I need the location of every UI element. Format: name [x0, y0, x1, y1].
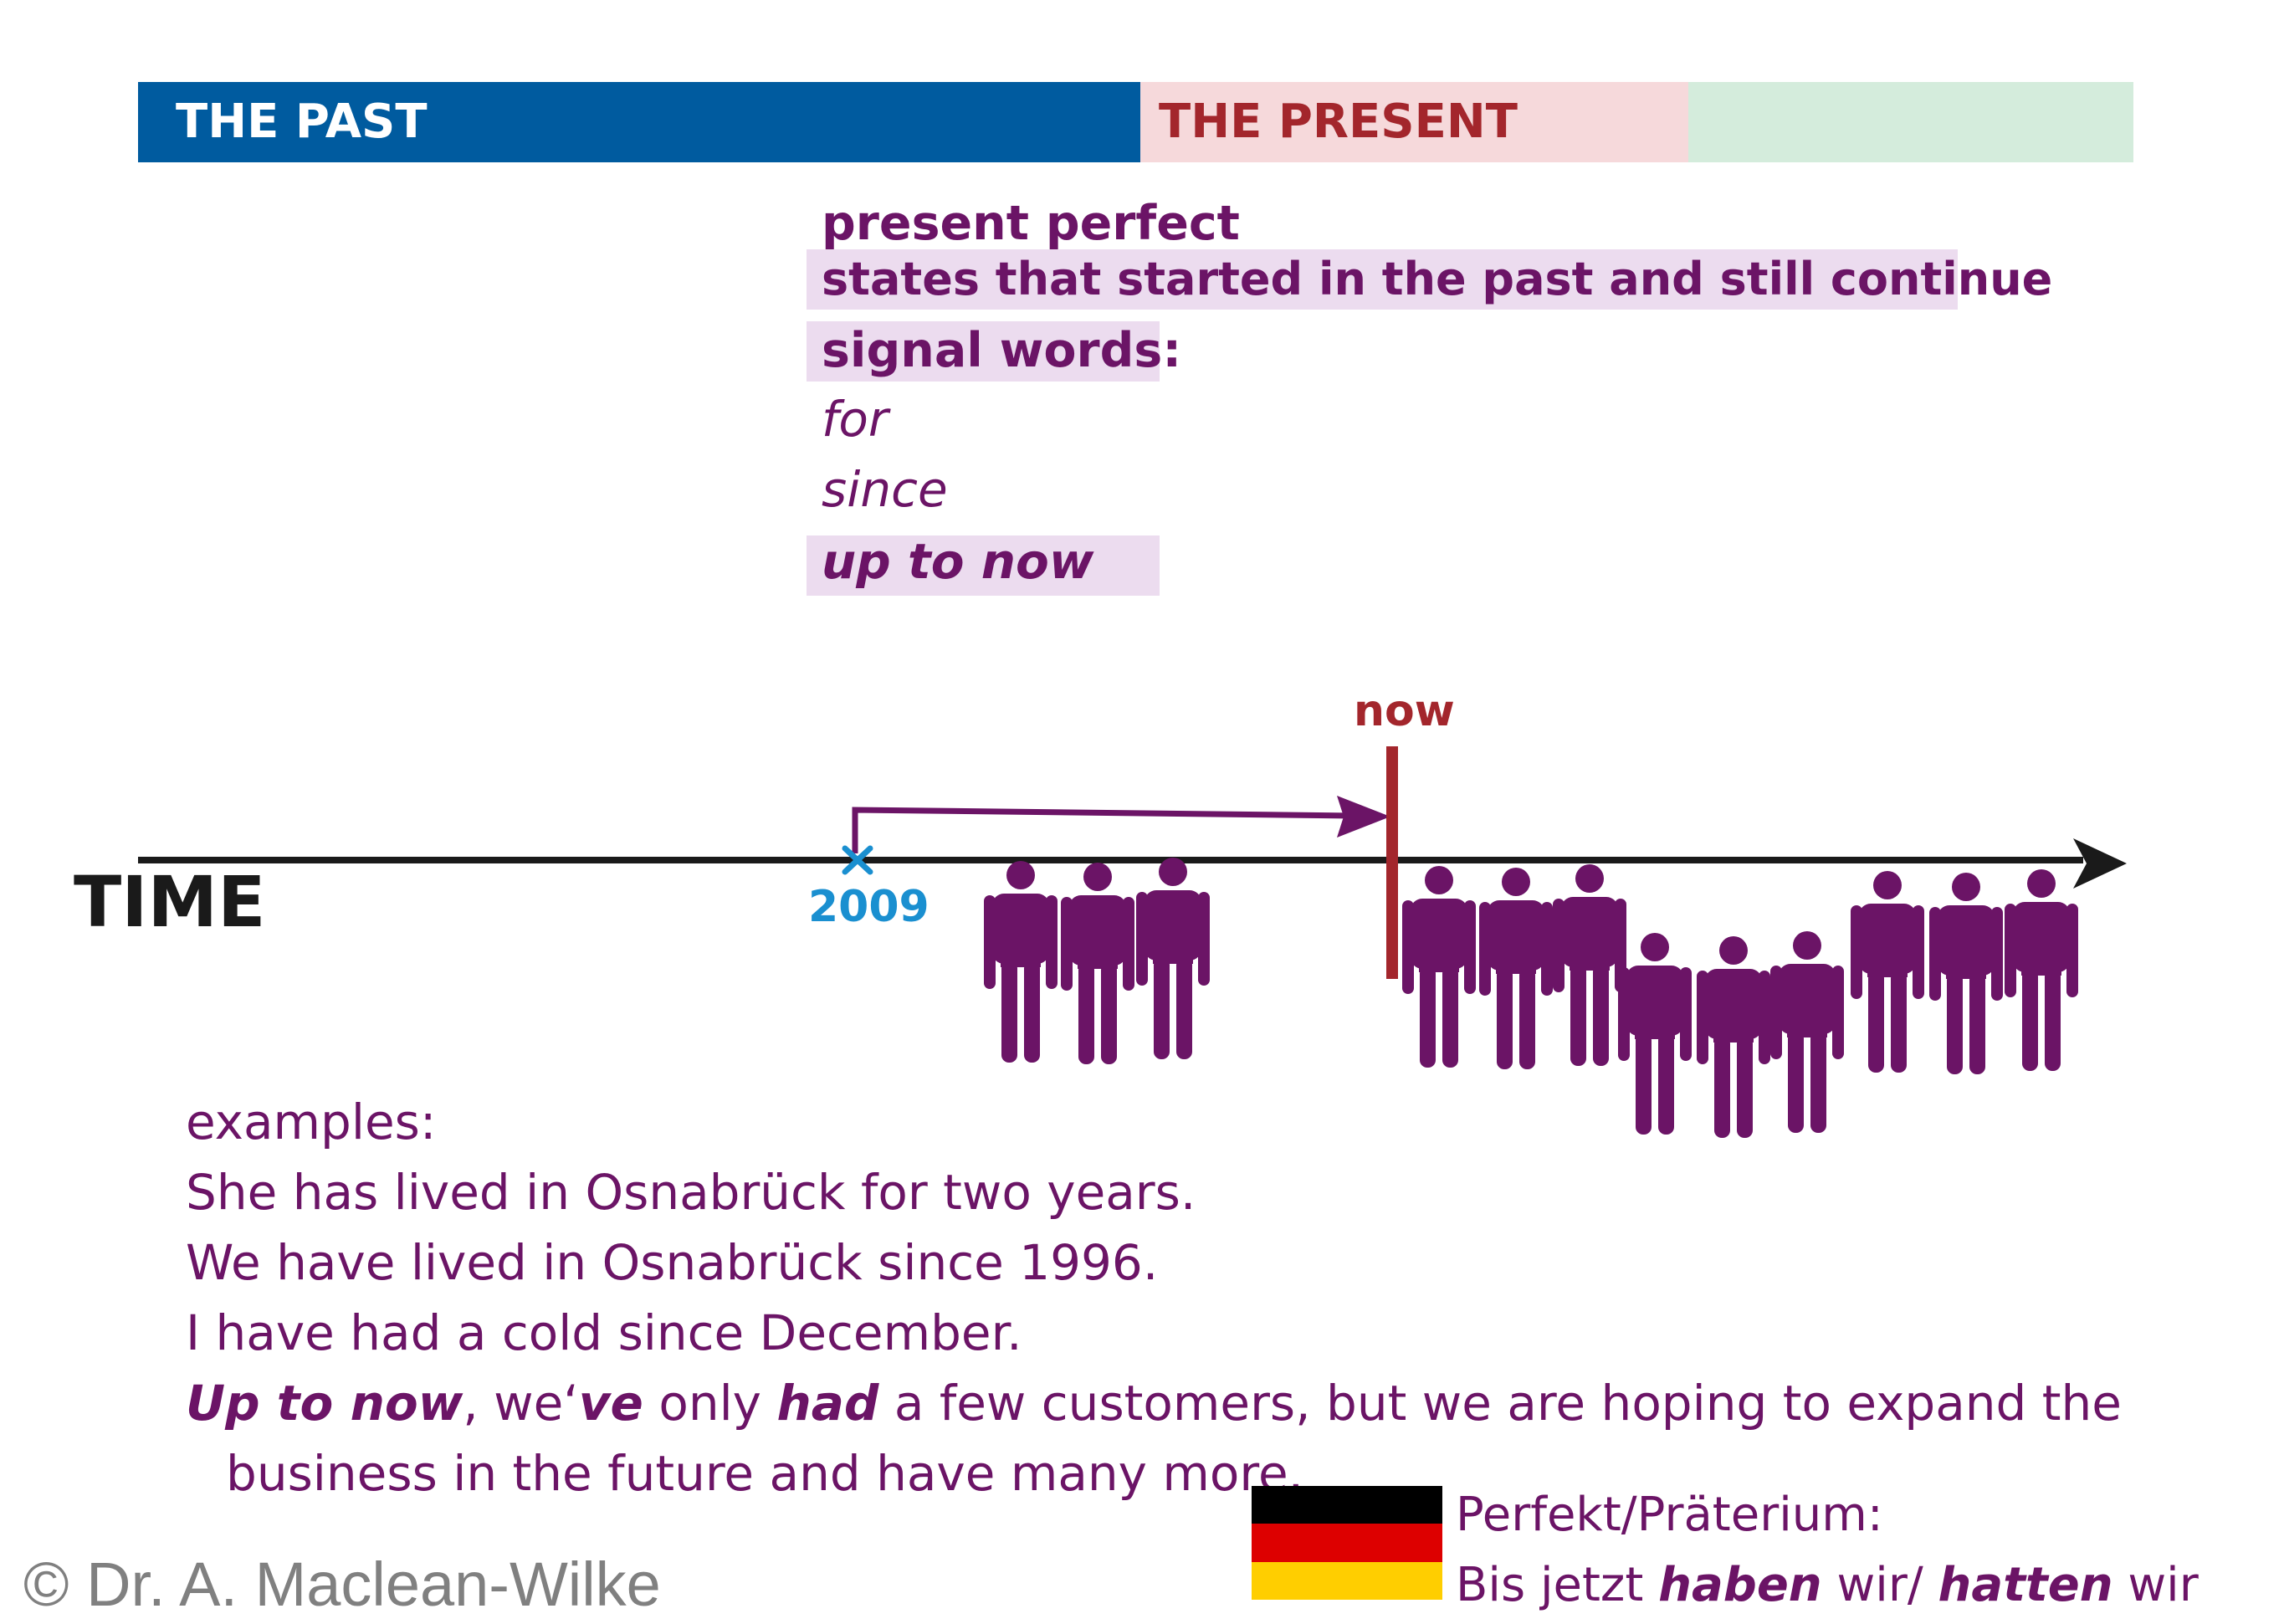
- signal-heading-highlight: [807, 321, 1160, 382]
- past-label: THE PAST: [176, 95, 428, 149]
- people-group-before-now: [984, 858, 1210, 1064]
- tense-usage: states that started in the past and stil…: [822, 253, 2053, 305]
- time-axis-arrowhead: [2073, 838, 2127, 889]
- person-figure: [1402, 866, 1476, 1068]
- example-had-emph: had: [776, 1375, 879, 1432]
- example-line: We have lived in Osnabrück since 1996.: [186, 1234, 1159, 1291]
- person-figure: [1770, 931, 1844, 1133]
- person-figure: [1697, 936, 1770, 1138]
- person-figure: [1136, 858, 1210, 1059]
- person-figure: [1061, 863, 1134, 1064]
- example-line: I have had a cold since December.: [186, 1304, 1022, 1361]
- signal-words-heading: signal words:: [822, 323, 1182, 378]
- duration-arrowhead: [1337, 796, 1390, 838]
- now-label: now: [1354, 686, 1455, 736]
- people-group-after-now: [1402, 864, 2078, 1138]
- tense-name: present perfect: [822, 196, 1240, 251]
- german-note-line2: Bis jetzt haben wir/ hatten wir: [1456, 1558, 2199, 1612]
- future-band: [1688, 82, 2133, 162]
- time-axis-label: TIME: [74, 861, 266, 943]
- person-figure: [1553, 864, 1626, 1066]
- signal-word-up-to-now: up to now: [822, 533, 1094, 590]
- person-figure: [1479, 868, 1553, 1069]
- duration-arrow: [852, 807, 1355, 853]
- person-figure: [1929, 873, 2003, 1074]
- signal-word-for: for: [822, 391, 889, 448]
- start-year-label: 2009: [808, 882, 929, 932]
- present-label: THE PRESENT: [1159, 95, 1518, 149]
- person-figure: [1618, 933, 1692, 1135]
- german-note-line1: Perfekt/Präterium:: [1456, 1488, 1883, 1542]
- example-line-up-to-now: Up to now, we‘ve only had a few customer…: [186, 1375, 2122, 1432]
- signal-word-since: since: [822, 461, 948, 518]
- example-line-continuation: business in the future and have many mor…: [226, 1445, 1304, 1502]
- up-to-now-highlight: [807, 535, 1160, 596]
- copyright-notice: © Dr. A. Maclean-Wilke: [23, 1550, 661, 1619]
- usage-highlight: [807, 249, 1958, 310]
- person-figure: [2005, 869, 2078, 1071]
- person-figure: [984, 861, 1058, 1063]
- german-flag-icon: [1252, 1486, 1442, 1600]
- german-haben-emph: haben: [1658, 1558, 1822, 1612]
- examples-heading: examples:: [186, 1094, 437, 1150]
- example-up-to-now-emph: Up to now: [186, 1375, 463, 1432]
- start-marker-2009: [842, 845, 873, 875]
- german-hatten-emph: hatten: [1938, 1558, 2113, 1612]
- present-band: THE PRESENT: [1140, 82, 1688, 162]
- example-ve-emph: ve: [578, 1375, 643, 1432]
- person-figure: [1851, 871, 1924, 1073]
- example-line: She has lived in Osnabrück for two years…: [186, 1164, 1196, 1221]
- past-band: THE PAST: [138, 82, 1140, 162]
